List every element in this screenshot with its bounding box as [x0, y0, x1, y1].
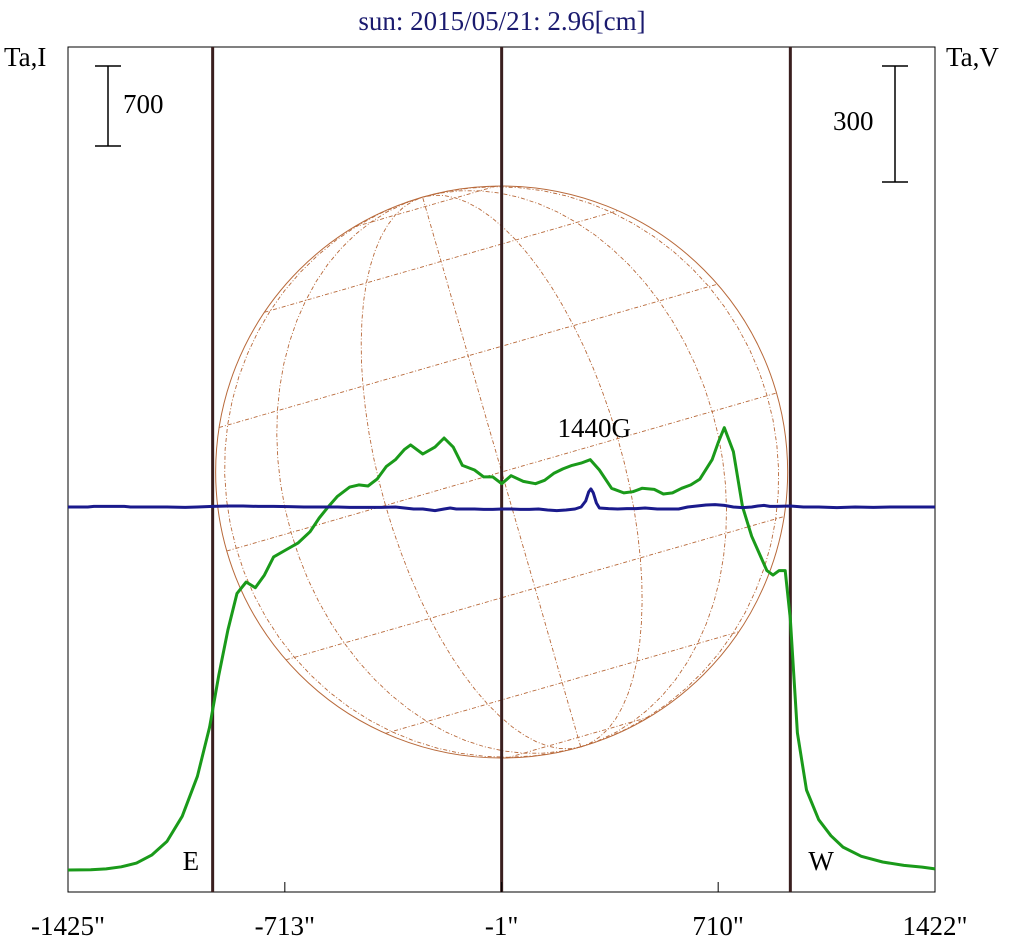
disk-parallel-line: [218, 283, 718, 428]
right-scale-label: 300: [833, 106, 874, 136]
x-tick-label: -1425": [31, 911, 105, 941]
x-tick-label: 710": [692, 911, 744, 941]
limb-label-e: E: [183, 846, 200, 876]
disk-meridian-line: [422, 186, 780, 748]
chart-title: sun: 2015/05/21: 2.96[cm]: [358, 6, 645, 36]
disk-parallel-line: [264, 210, 618, 313]
disk-meridian-line: [276, 196, 581, 754]
left-scale-bar: [95, 65, 121, 147]
disk-meridian-line: [224, 196, 581, 758]
x-tick-label: -1": [485, 911, 519, 941]
disk-parallel-line: [285, 516, 785, 661]
disk-parallel-line: [353, 185, 497, 228]
series-lines: [67, 426, 936, 872]
intensity-series-line: [67, 426, 936, 872]
chart-annotations: E W 1440G: [183, 413, 835, 876]
disk-parallel-line: [385, 631, 739, 734]
disk-meridian-line: [422, 194, 643, 748]
disk-parallel-line: [506, 716, 650, 759]
right-axis-label: Ta,V: [946, 42, 999, 72]
x-tick-label: 1422": [902, 911, 967, 941]
limb-label-w: W: [808, 846, 834, 876]
polarization-series-line: [68, 487, 935, 513]
annotation-label: 1440G: [558, 413, 632, 443]
x-tick-label: -713": [255, 911, 316, 941]
disk-meridian-line: [422, 196, 582, 748]
disk-meridian-line: [360, 196, 581, 750]
limb-markers: [211, 47, 792, 892]
right-scale-bar: [882, 65, 908, 183]
left-scale-label: 700: [123, 89, 164, 119]
left-axis-label: Ta,I: [4, 42, 46, 72]
x-axis-ticks: -1425" -713" -1" 710" 1422": [31, 882, 968, 941]
disk-parallel-line: [226, 392, 777, 552]
